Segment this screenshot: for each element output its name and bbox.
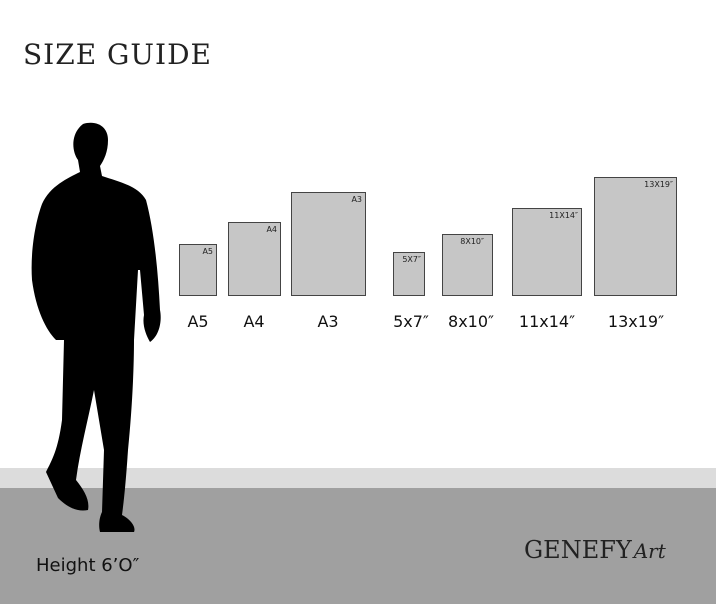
brand-logo: GENEFY Art — [524, 536, 666, 564]
brand-name: GENEFY — [524, 536, 632, 564]
size-label-a3: A3 — [317, 312, 339, 331]
size-label-a4: A4 — [243, 312, 265, 331]
size-label-11x14: 11x14″ — [518, 312, 576, 331]
size-label-a5: A5 — [187, 312, 209, 331]
size-5x7-inner-label: 5X7″ — [402, 255, 421, 264]
page-title: SIZE GUIDE — [23, 38, 212, 71]
size-label-13x19: 13x19″ — [607, 312, 665, 331]
man-silhouette — [31, 122, 161, 532]
size-label-8x10: 8x10″ — [448, 312, 494, 331]
size-a5-inner-label: A5 — [202, 247, 213, 256]
size-a3-inner-label: A3 — [351, 195, 362, 204]
size-a4: A4 — [228, 222, 281, 296]
size-5x7: 5X7″ — [393, 252, 425, 296]
size-label-5x7: 5x7″ — [393, 312, 429, 331]
size-8x10-inner-label: 8X10″ — [460, 237, 484, 246]
size-11x14: 11X14″ — [512, 208, 582, 296]
size-a5: A5 — [179, 244, 217, 296]
size-13x19: 13X19″ — [594, 177, 677, 296]
size-a3: A3 — [291, 192, 366, 296]
wall-baseboard — [0, 468, 716, 488]
brand-script: Art — [633, 539, 666, 563]
size-8x10: 8X10″ — [442, 234, 493, 296]
height-label: Height 6’O″ — [36, 555, 140, 576]
size-a4-inner-label: A4 — [266, 225, 277, 234]
size-11x14-inner-label: 11X14″ — [549, 211, 578, 220]
size-13x19-inner-label: 13X19″ — [644, 180, 673, 189]
